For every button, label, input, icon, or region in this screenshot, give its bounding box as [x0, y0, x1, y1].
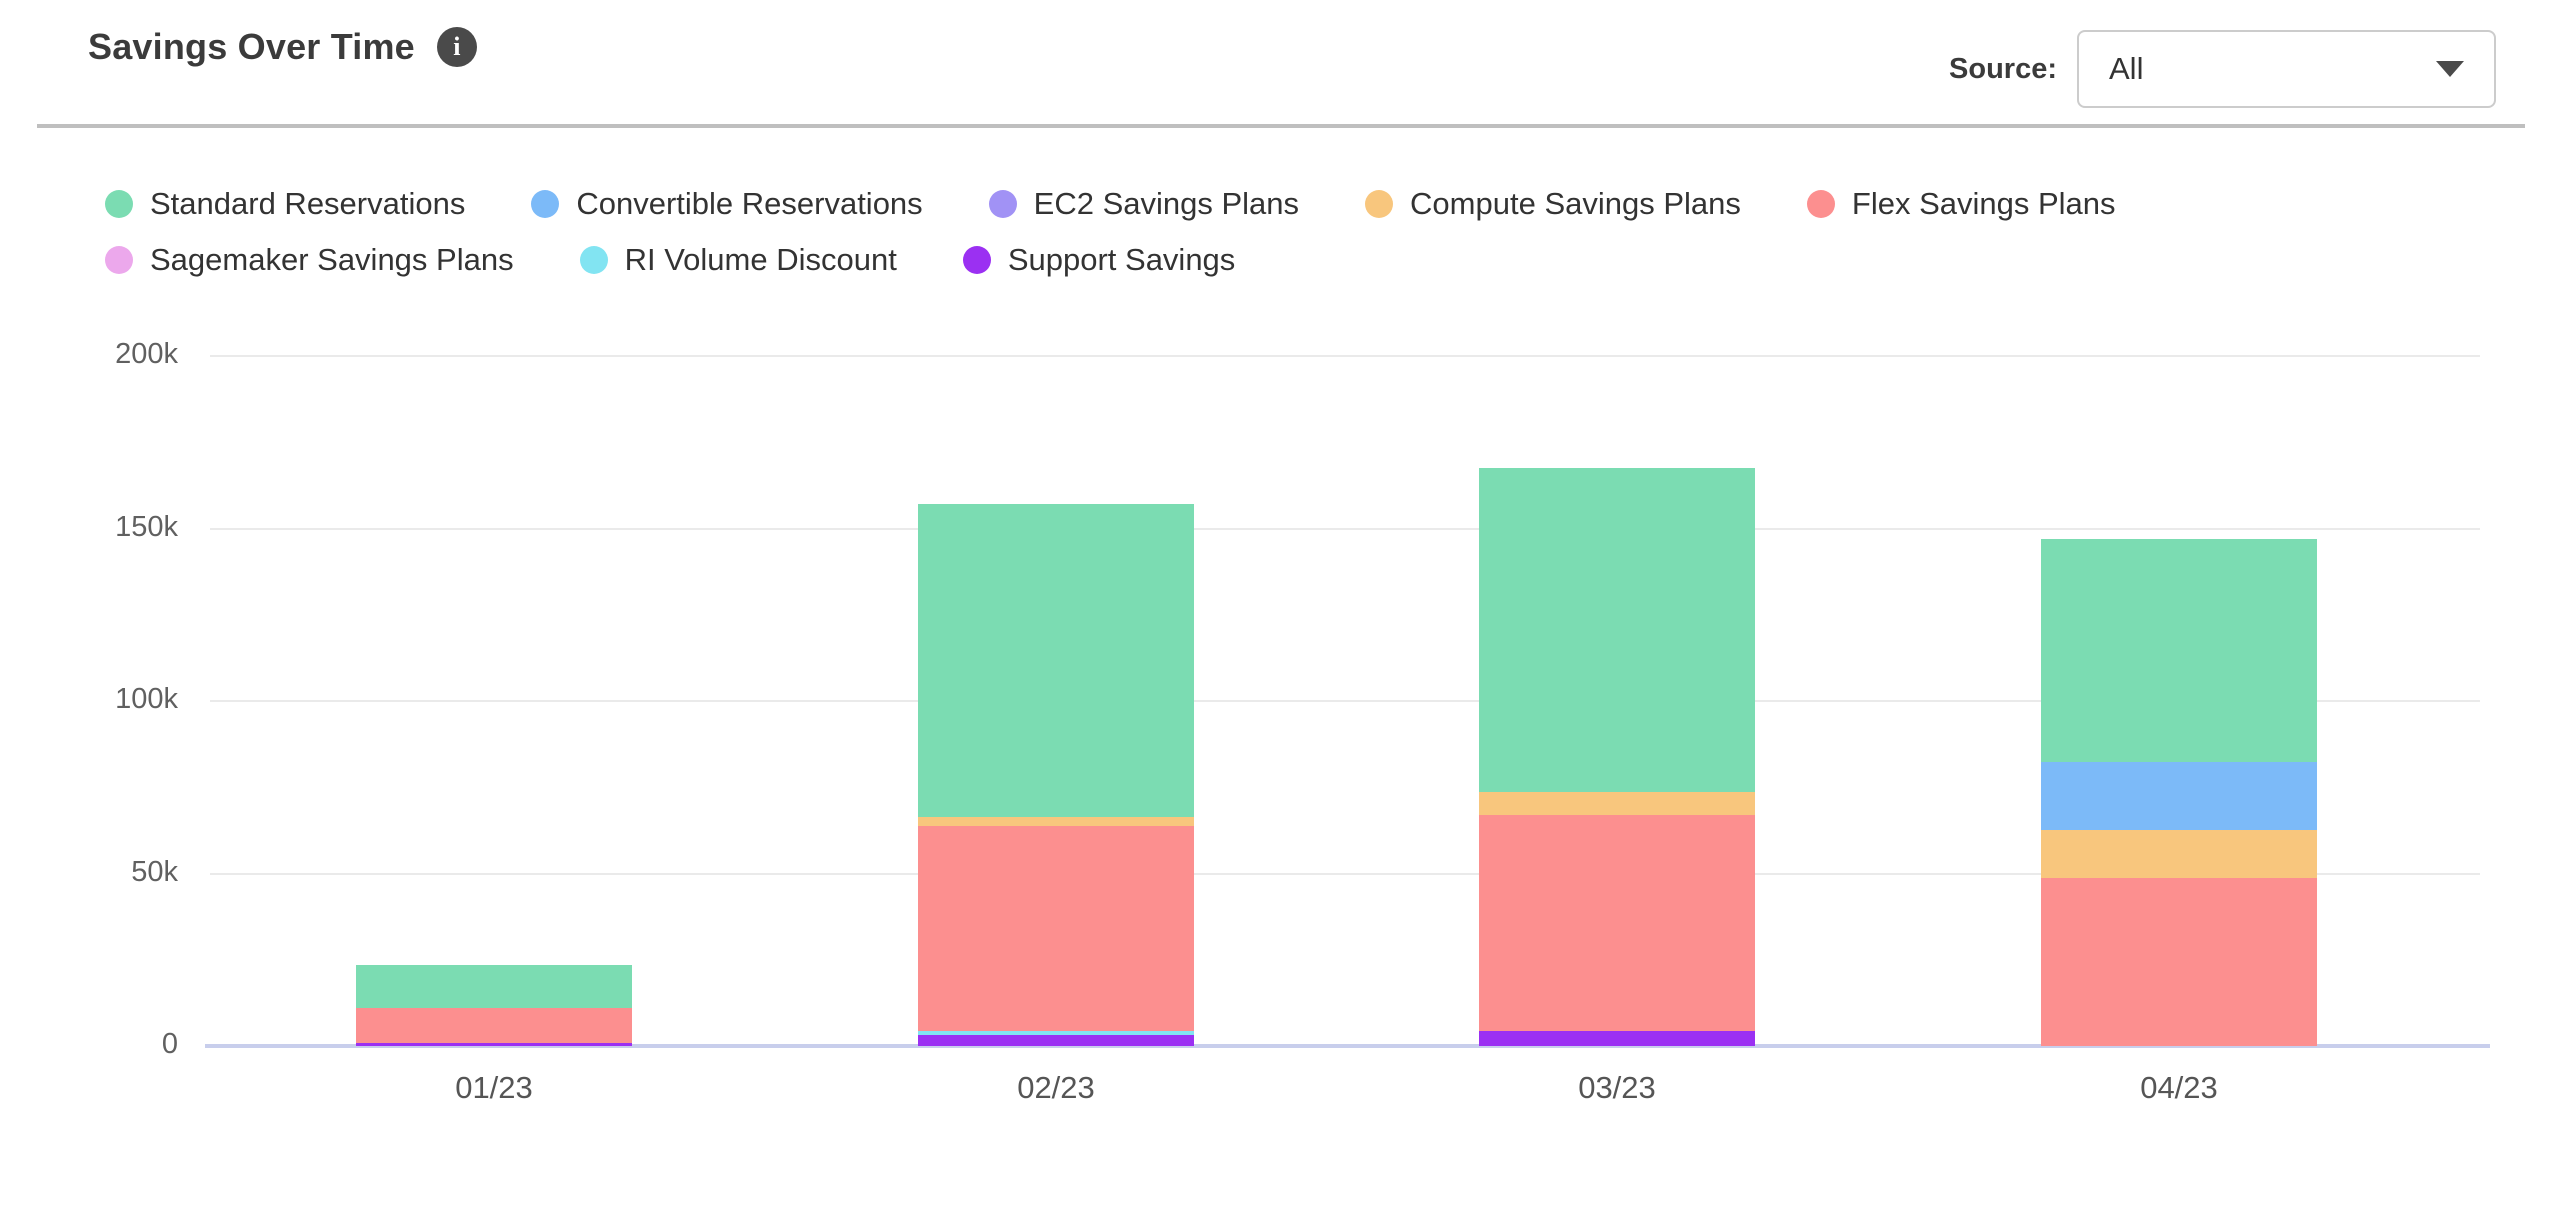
- source-dropdown[interactable]: All: [2077, 30, 2496, 108]
- title-wrap: Savings Over Time i: [88, 26, 477, 68]
- gridline-200k: [210, 355, 2480, 357]
- x-axis-label-01-23: 01/23: [455, 1070, 533, 1105]
- legend-label: Flex Savings Plans: [1851, 186, 2116, 221]
- legend-item-convertible-reservations[interactable]: Convertible Reservations: [531, 186, 923, 222]
- gridline-50k: [210, 872, 2480, 875]
- legend-item-compute-savings-plans[interactable]: Compute Savings Plans: [1365, 186, 1741, 222]
- bar-segment-support-savings[interactable]: [918, 1034, 1194, 1046]
- bar-segment-standard-reservations[interactable]: [918, 503, 1194, 817]
- legend-label: Support Savings: [1007, 242, 1236, 277]
- legend-item-sagemaker-savings-plans[interactable]: Sagemaker Savings Plans: [105, 242, 514, 278]
- y-axis-tick-label-50k: 50k: [131, 855, 178, 888]
- flex-savings-plans-swatch: [1806, 190, 1835, 218]
- x-axis-label-02-23: 02/23: [1017, 1070, 1095, 1105]
- sagemaker-savings-plans-swatch: [105, 246, 133, 274]
- bar-segment-standard-reservations[interactable]: [2041, 538, 2317, 762]
- convertible-reservations-swatch: [531, 190, 560, 218]
- bar-segment-flex-savings-plans[interactable]: [1479, 815, 1755, 1032]
- compute-savings-plans-swatch: [1365, 190, 1394, 218]
- gridline-100k: [210, 700, 2480, 702]
- legend-item-ec2-savings-plans[interactable]: EC2 Savings Plans: [988, 186, 1300, 222]
- bar-segment-flex-savings-plans[interactable]: [2041, 877, 2317, 1046]
- source-label: Source:: [1949, 52, 2057, 85]
- bar-segment-standard-reservations[interactable]: [1479, 467, 1755, 793]
- legend-item-flex-savings-plans[interactable]: Flex Savings Plans: [1806, 186, 2116, 222]
- x-axis-label-03-23: 03/23: [1578, 1070, 1656, 1105]
- bar-segment-convertible-reservations[interactable]: [2041, 761, 2317, 830]
- y-axis-tick-label-100k: 100k: [115, 683, 178, 715]
- y-axis-tick-label-150k: 150k: [115, 510, 178, 543]
- bar-segment-support-savings[interactable]: [356, 1043, 632, 1046]
- source-dropdown-value: All: [2109, 51, 2144, 86]
- legend-label: RI Volume Discount: [624, 242, 897, 277]
- x-axis-line: [205, 1044, 2490, 1048]
- ri-volume-discount-swatch: [579, 246, 608, 274]
- chart-legend: Standard Reservations Convertible Reserva…: [105, 186, 2405, 278]
- bar-segment-flex-savings-plans[interactable]: [918, 825, 1194, 1032]
- bar-segment-support-savings[interactable]: [1479, 1031, 1755, 1046]
- page-title: Savings Over Time: [88, 26, 415, 67]
- legend-item-support-savings[interactable]: Support Savings: [962, 242, 1236, 278]
- chevron-down-icon: [2436, 61, 2464, 77]
- legend-label: Compute Savings Plans: [1410, 186, 1741, 221]
- y-axis-tick-label-0: 0: [161, 1028, 178, 1060]
- bar-segment-ri-volume-discount[interactable]: [918, 1031, 1194, 1035]
- chart-header: Savings Over Time i Source: All: [0, 0, 2562, 128]
- legend-label: EC2 Savings Plans: [1033, 186, 1300, 221]
- legend-label: Convertible Reservations: [576, 186, 923, 221]
- bar-01-23: [356, 330, 632, 1046]
- support-savings-swatch: [962, 246, 991, 274]
- bar-03-23: [1479, 330, 1755, 1046]
- bar-segment-flex-savings-plans[interactable]: [356, 1008, 632, 1044]
- bar-02-23: [918, 330, 1194, 1046]
- gridline-150k: [210, 527, 2480, 530]
- legend-label: Standard Reservations: [150, 186, 466, 221]
- source-filter: Source: All: [1949, 30, 2496, 108]
- bar-segment-standard-reservations[interactable]: [356, 964, 632, 1009]
- x-axis-label-04-23: 04/23: [2140, 1070, 2218, 1105]
- header-divider: [37, 124, 2525, 128]
- bar-04-23: [2041, 330, 2317, 1046]
- bar-segment-compute-savings-plans[interactable]: [1479, 792, 1755, 816]
- bar-segment-compute-savings-plans[interactable]: [2041, 829, 2317, 878]
- legend-item-standard-reservations[interactable]: Standard Reservations: [105, 186, 465, 222]
- legend-item-ri-volume-discount[interactable]: RI Volume Discount: [579, 242, 897, 278]
- legend-label: Sagemaker Savings Plans: [150, 242, 514, 277]
- ec2-savings-plans-swatch: [988, 190, 1017, 218]
- info-icon[interactable]: i: [436, 27, 477, 67]
- savings-over-time-chart: 0 50k 100k 150k 200k 01/23 02/23 03/23 04/23: [0, 330, 2562, 1160]
- bar-segment-compute-savings-plans[interactable]: [918, 816, 1194, 826]
- standard-reservations-swatch: [105, 190, 133, 218]
- y-axis-tick-label-200k: 200k: [115, 338, 178, 370]
